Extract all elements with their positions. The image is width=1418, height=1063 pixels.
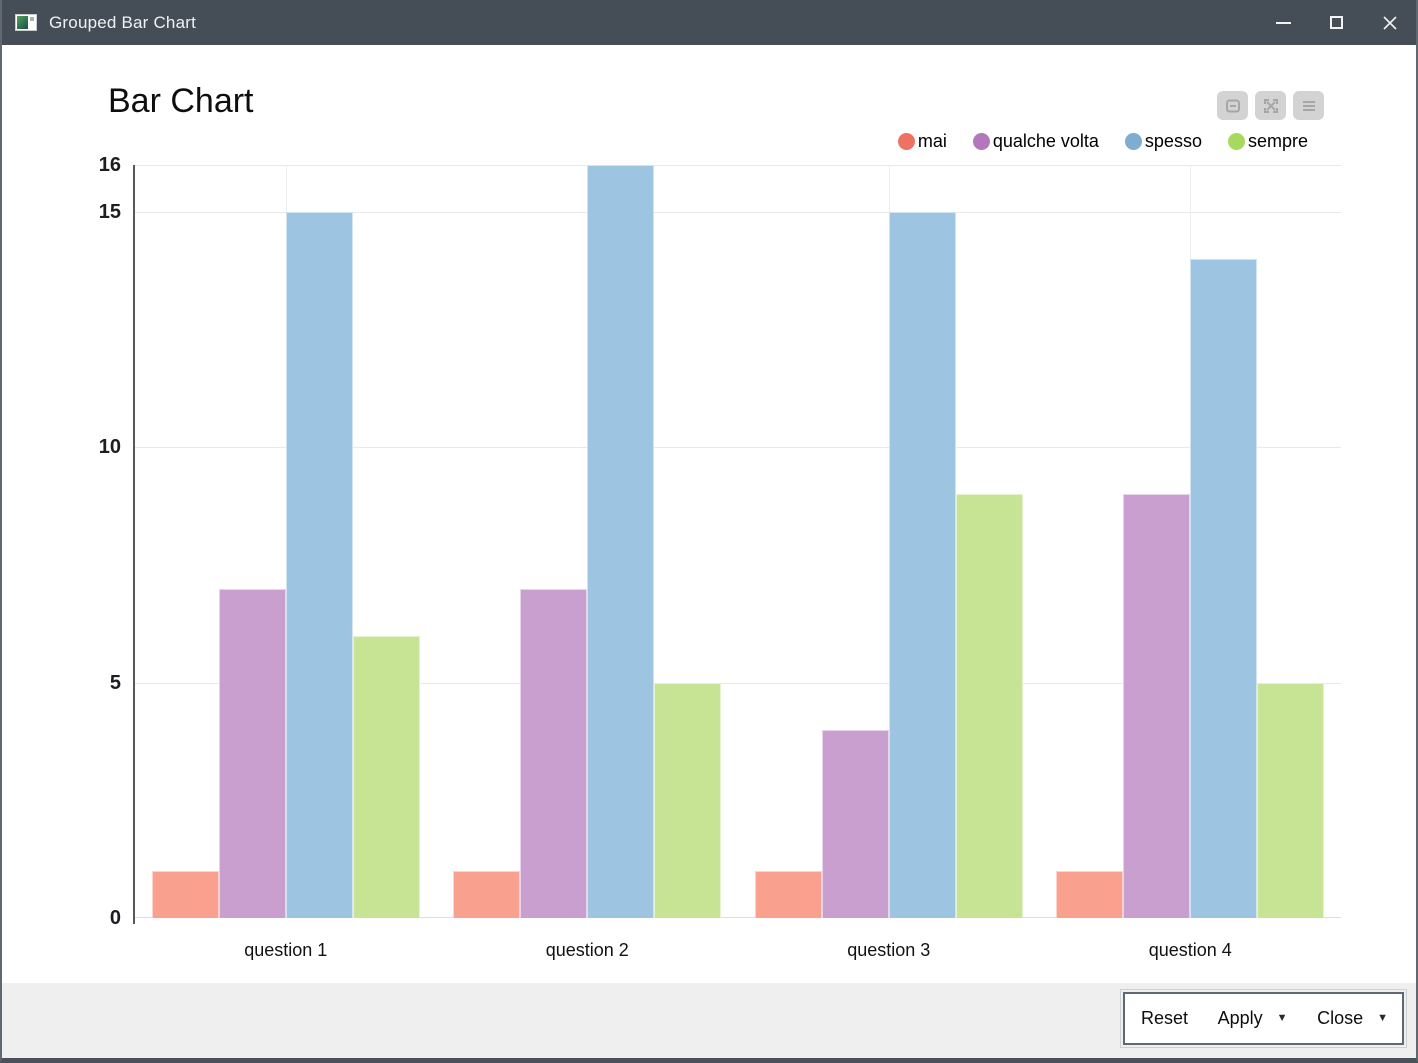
x-category-label-question-3: question 3 — [847, 940, 931, 960]
apply-button[interactable]: Apply ▼ — [1218, 1008, 1288, 1029]
legend-marker-mai — [897, 133, 915, 150]
bar-mai-question-4 — [1056, 870, 1124, 918]
legend-marker-spesso — [1124, 133, 1142, 150]
close-dropdown-icon: ▼ — [1377, 1012, 1388, 1024]
title-bar: Grouped Bar Chart — [2, 0, 1416, 45]
close-button-label: Close — [1317, 1008, 1364, 1028]
dialog-button-box: Reset Apply ▼ Close ▼ — [1120, 989, 1407, 1048]
gridline-y-16 — [135, 165, 1341, 166]
apply-dropdown-icon: ▼ — [1276, 1012, 1288, 1024]
y-tick-label-5: 5 — [109, 671, 121, 694]
gridline-y-15 — [135, 212, 1341, 214]
reset-button[interactable]: Reset — [1141, 1008, 1188, 1029]
maximize-button[interactable] — [1310, 0, 1363, 45]
close-dialog-button[interactable]: Close ▼ — [1317, 1008, 1388, 1029]
close-icon — [1382, 15, 1397, 30]
bar-qualche-volta-question-4 — [1123, 494, 1191, 918]
x-category-label-question-1: question 1 — [244, 940, 328, 960]
menu-lines-icon — [1302, 100, 1315, 111]
legend-marker-sempre — [1227, 133, 1245, 150]
menu-button[interactable] — [1293, 91, 1324, 120]
bar-sempre-question-4 — [1257, 682, 1325, 918]
y-tick-label-15: 15 — [98, 201, 121, 224]
expand-arrows-icon — [1263, 98, 1278, 113]
legend-item-sempre: sempre — [1227, 131, 1308, 152]
box-minus-icon — [1225, 99, 1240, 112]
minimize-icon — [1276, 21, 1291, 24]
app-icon — [15, 14, 37, 31]
legend-label-sempre: sempre — [1247, 131, 1308, 151]
maximize-icon — [1330, 16, 1343, 29]
minimize-button[interactable] — [1257, 0, 1310, 45]
legend-item-mai: mai — [897, 131, 947, 152]
bar-mai-question-3 — [754, 870, 822, 918]
plot-area — [133, 165, 1341, 924]
bar-sempre-question-3 — [955, 494, 1023, 918]
x-axis-line — [135, 917, 1341, 918]
bar-spesso-question-1 — [285, 212, 353, 918]
expand-button[interactable] — [1255, 91, 1286, 120]
gridline-y-5 — [135, 682, 1341, 684]
legend-label-qualche-volta: qualche volta — [992, 131, 1099, 151]
bar-spesso-question-2 — [587, 165, 655, 918]
bottom-bar: Reset Apply ▼ Close ▼ — [2, 983, 1416, 1058]
y-tick-label-0: 0 — [109, 907, 121, 929]
zoom-box-button[interactable] — [1217, 91, 1248, 120]
window-title: Grouped Bar Chart — [49, 12, 197, 32]
window-controls — [1257, 0, 1416, 45]
y-axis-line — [133, 165, 135, 924]
legend-item-qualche-volta: qualche volta — [972, 131, 1099, 152]
bar-spesso-question-3 — [888, 212, 956, 918]
legend-item-spesso: spesso — [1124, 131, 1202, 152]
legend-label-mai: mai — [917, 131, 947, 151]
y-tick-label-10: 10 — [98, 436, 121, 459]
bar-sempre-question-2 — [654, 682, 722, 918]
bar-spesso-question-4 — [1190, 259, 1258, 918]
bar-qualche-volta-question-1 — [218, 588, 286, 918]
bar-mai-question-1 — [151, 870, 219, 918]
chart-toolbar — [1217, 91, 1324, 120]
bar-qualche-volta-question-3 — [821, 729, 889, 918]
legend-marker-qualche-volta — [972, 133, 990, 150]
legend-label-spesso: spesso — [1144, 131, 1202, 151]
reset-button-label: Reset — [1141, 1008, 1189, 1028]
x-category-label-question-4: question 4 — [1148, 940, 1232, 960]
bar-mai-question-2 — [453, 870, 521, 918]
gridline-y-10 — [135, 447, 1341, 449]
chart-legend: mai qualche volta spesso sempre — [897, 131, 1308, 152]
x-category-label-question-2: question 2 — [545, 940, 629, 960]
chart-panel: Bar Chart mai qualche volta spesso s — [2, 45, 1416, 983]
bar-qualche-volta-question-2 — [520, 588, 588, 918]
close-button[interactable] — [1363, 0, 1416, 45]
apply-button-label: Apply — [1217, 1008, 1263, 1028]
chart-title: Bar Chart — [108, 82, 254, 120]
y-tick-label-16: 16 — [98, 154, 121, 176]
bar-sempre-question-1 — [352, 635, 420, 918]
